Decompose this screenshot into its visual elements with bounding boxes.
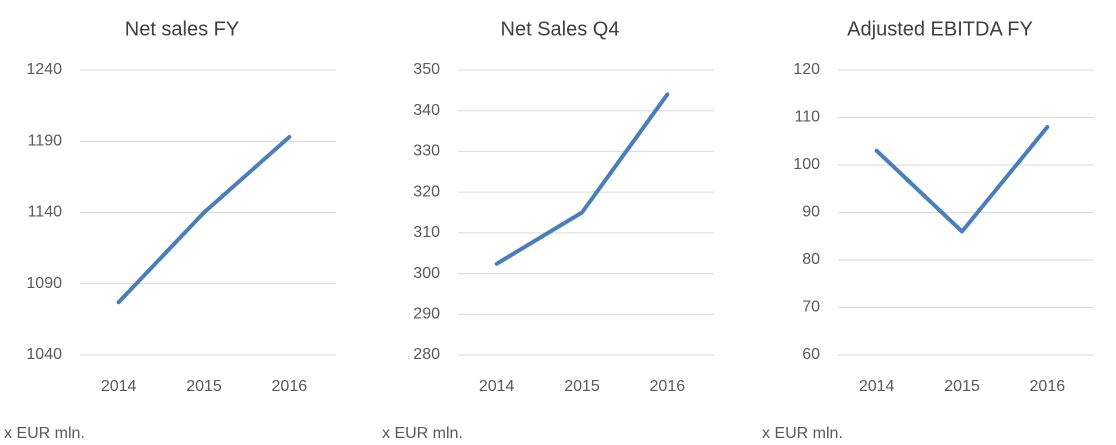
y-tick-label: 90 — [802, 204, 820, 221]
footnote: x EUR mln. — [382, 425, 463, 442]
y-tick-label: 350 — [413, 61, 440, 78]
y-tick-label: 120 — [793, 61, 820, 78]
line-series — [874, 125, 1050, 234]
y-tick-label: 1140 — [28, 204, 63, 221]
y-tick-label: 290 — [413, 306, 440, 323]
x-tick-label: 2015 — [564, 378, 600, 395]
footnote: x EUR mln. — [4, 425, 85, 442]
y-tick-label: 80 — [802, 251, 820, 268]
y-tick-label: 300 — [413, 265, 440, 282]
y-tick-label: 330 — [413, 143, 440, 160]
x-tick-label: 2016 — [272, 378, 308, 395]
x-tick-label: 2014 — [859, 378, 895, 395]
chart-title: Net Sales Q4 — [501, 18, 620, 40]
y-tick-label: 340 — [413, 102, 440, 119]
x-tick-label: 2016 — [650, 378, 686, 395]
y-tick-label: 1090 — [26, 275, 62, 292]
x-tick-label: 2014 — [101, 378, 137, 395]
y-tick-label: 320 — [413, 183, 440, 200]
chart-title: Net sales FY — [125, 18, 239, 40]
chart-title: Adjusted EBITDA FY — [847, 18, 1033, 40]
x-tick-label: 2016 — [1030, 378, 1066, 395]
y-tick-label: 1240 — [26, 61, 62, 78]
y-tick-label: 110 — [794, 109, 820, 126]
footnote: x EUR mln. — [762, 425, 843, 442]
y-tick-label: 60 — [802, 346, 820, 363]
x-tick-label: 2014 — [479, 378, 515, 395]
x-tick-label: 2015 — [186, 378, 222, 395]
line-series — [116, 134, 292, 305]
line-series — [494, 92, 670, 266]
y-tick-label: 70 — [802, 299, 820, 316]
y-tick-label: 1190 — [28, 132, 63, 149]
y-tick-label: 100 — [793, 156, 820, 173]
y-tick-label: 310 — [413, 224, 440, 241]
y-tick-label: 280 — [413, 346, 440, 363]
y-tick-label: 1040 — [26, 346, 62, 363]
x-tick-label: 2015 — [944, 378, 980, 395]
